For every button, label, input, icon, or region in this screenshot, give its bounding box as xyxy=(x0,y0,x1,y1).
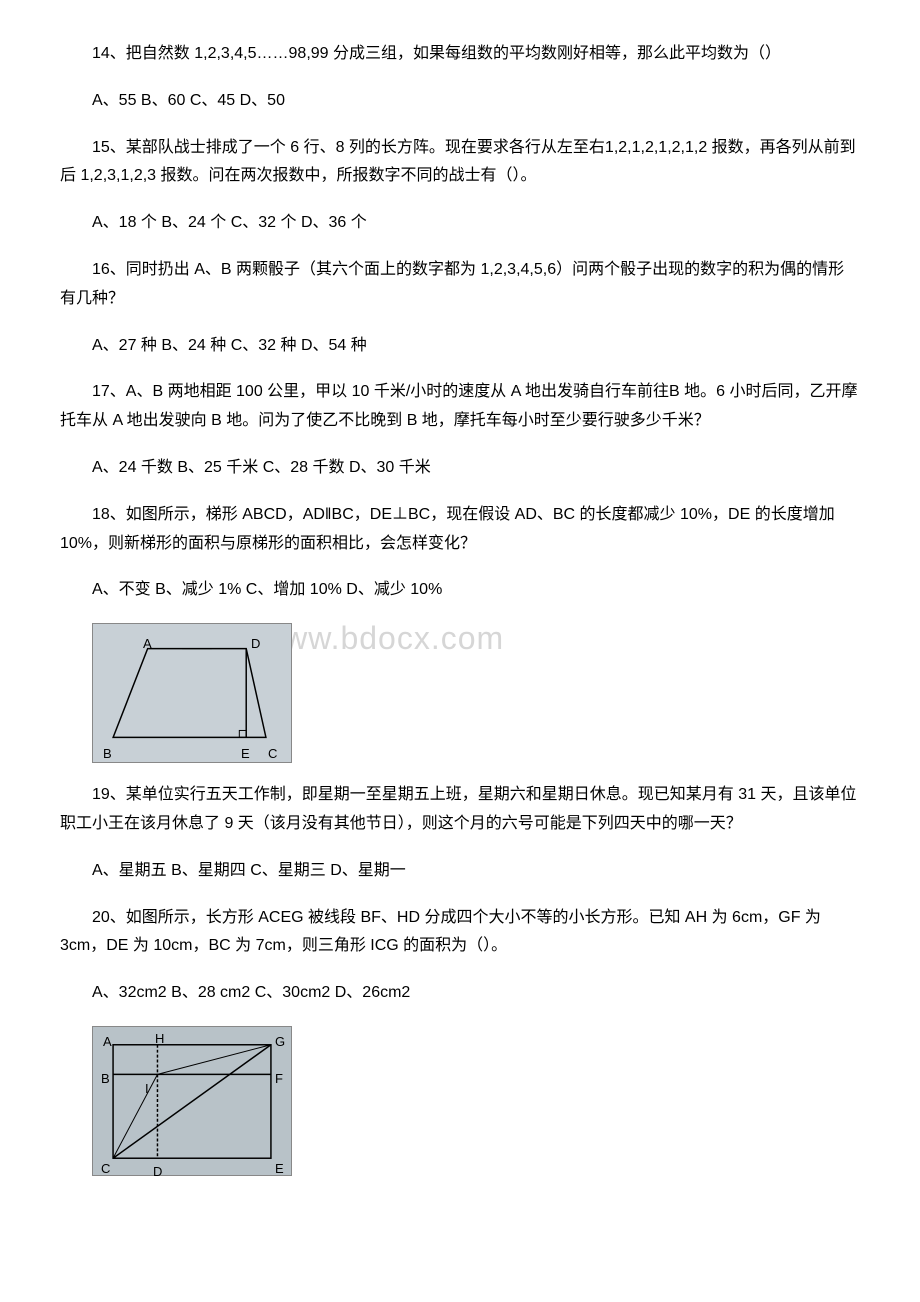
rectangle-label-d: D xyxy=(153,1160,162,1183)
trapezoid-label-a: A xyxy=(143,632,152,655)
rectangle-label-b: B xyxy=(101,1067,110,1090)
rectangle-figure: A H G B I F C D E xyxy=(92,1026,292,1176)
rectangle-cg-line xyxy=(113,1045,271,1158)
rectangle-label-e: E xyxy=(275,1157,284,1180)
rectangle-figure-container: A H G B I F C D E xyxy=(92,1026,860,1176)
question-19-options: A、星期五 B、星期四 C、星期三 D、星期一 xyxy=(60,857,860,886)
trapezoid-label-d: D xyxy=(251,632,260,655)
question-15-text: 15、某部队战士排成了一个 6 行、8 列的长方阵。现在要求各行从左至右1,2,… xyxy=(60,134,860,192)
question-20-text: 20、如图所示，长方形 ACEG 被线段 BF、HD 分成四个大小不等的小长方形… xyxy=(60,904,860,962)
rectangle-ig-line xyxy=(157,1045,270,1075)
trapezoid-label-c: C xyxy=(268,742,277,765)
question-18-text: 18、如图所示，梯形 ABCD，AD‖BC，DE⊥BC，现在假设 AD、BC 的… xyxy=(60,501,860,559)
rectangle-label-h: H xyxy=(155,1027,164,1050)
question-19-text: 19、某单位实行五天工作制，即星期一至星期五上班，星期六和星期日休息。现已知某月… xyxy=(60,781,860,839)
question-17-text: 17、A、B 两地相距 100 公里，甲以 10 千米/小时的速度从 A 地出发… xyxy=(60,378,860,436)
trapezoid-right-angle xyxy=(239,731,246,738)
question-20-options: A、32cm2 B、28 cm2 C、30cm2 D、26cm2 xyxy=(60,979,860,1008)
rectangle-label-i: I xyxy=(145,1077,149,1100)
question-18-options: A、不变 B、减少 1% C、增加 10% D、减少 10% xyxy=(60,576,860,605)
rectangle-ic-line xyxy=(113,1074,157,1158)
trapezoid-label-b: B xyxy=(103,742,112,765)
trapezoid-svg xyxy=(93,624,291,762)
question-14-options: A、55 B、60 C、45 D、50 xyxy=(60,87,860,116)
trapezoid-label-e: E xyxy=(241,742,250,765)
rectangle-label-a: A xyxy=(103,1030,112,1053)
rectangle-label-f: F xyxy=(275,1067,283,1090)
document-content: 14、把自然数 1,2,3,4,5……98,99 分成三组，如果每组数的平均数刚… xyxy=(60,40,860,1176)
rectangle-label-g: G xyxy=(275,1030,285,1053)
question-16-text: 16、同时扔出 A、B 两颗骰子（其六个面上的数字都为 1,2,3,4,5,6）… xyxy=(60,256,860,314)
trapezoid-figure-container: A D B E C xyxy=(92,623,860,763)
question-16-options: A、27 种 B、24 种 C、32 种 D、54 种 xyxy=(60,332,860,361)
trapezoid-figure: A D B E C xyxy=(92,623,292,763)
question-15-options: A、18 个 B、24 个 C、32 个 D、36 个 xyxy=(60,209,860,238)
trapezoid-shape xyxy=(113,649,266,738)
rectangle-svg xyxy=(93,1027,291,1175)
rectangle-label-c: C xyxy=(101,1157,110,1180)
question-17-options: A、24 千数 B、25 千米 C、28 千数 D、30 千米 xyxy=(60,454,860,483)
question-14-text: 14、把自然数 1,2,3,4,5……98,99 分成三组，如果每组数的平均数刚… xyxy=(60,40,860,69)
